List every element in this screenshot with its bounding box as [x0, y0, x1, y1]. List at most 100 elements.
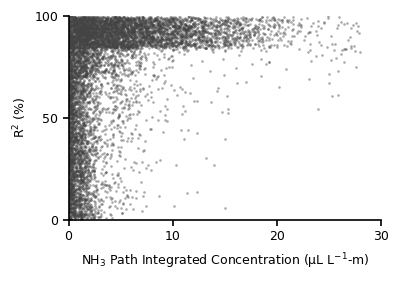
Point [67, 169, 73, 174]
Point [88, 75, 94, 80]
Point [133, 26, 140, 31]
Point [88, 41, 94, 45]
Point [189, 75, 196, 80]
Point [342, 47, 349, 51]
Point [76, 212, 82, 216]
Point [71, 125, 78, 129]
Point [74, 36, 81, 41]
Point [81, 28, 88, 32]
Point [124, 40, 130, 44]
Point [104, 39, 110, 44]
Point [159, 36, 166, 41]
Point [162, 41, 169, 45]
Point [68, 129, 74, 134]
Point [164, 34, 170, 38]
Point [80, 95, 86, 100]
Point [66, 152, 73, 157]
Point [120, 24, 127, 28]
Point [91, 15, 98, 19]
Point [66, 134, 72, 139]
Point [70, 208, 77, 212]
Point [90, 47, 97, 51]
Point [135, 24, 141, 28]
Point [112, 103, 118, 108]
Point [131, 16, 137, 20]
Point [73, 169, 79, 174]
Point [72, 16, 78, 21]
Point [122, 19, 128, 23]
Point [84, 35, 90, 39]
Point [74, 213, 80, 218]
Point [182, 41, 188, 45]
Point [78, 139, 84, 144]
Point [194, 17, 200, 22]
Point [82, 56, 89, 61]
Point [68, 22, 75, 27]
Point [98, 43, 105, 48]
Point [135, 93, 142, 98]
Point [132, 34, 138, 38]
Point [88, 48, 95, 53]
Point [162, 78, 168, 83]
Point [200, 28, 207, 32]
Point [92, 60, 98, 65]
Point [77, 52, 83, 56]
Point [74, 137, 81, 142]
Point [220, 20, 226, 25]
Point [74, 58, 81, 63]
Point [85, 43, 92, 47]
Point [143, 204, 149, 208]
Point [77, 190, 84, 195]
Point [147, 39, 153, 44]
Point [80, 50, 86, 54]
Point [72, 73, 78, 78]
Point [73, 169, 80, 173]
Point [96, 121, 102, 125]
Point [72, 110, 79, 114]
Point [78, 21, 84, 26]
Point [77, 60, 84, 65]
Point [143, 35, 149, 39]
Point [180, 45, 187, 49]
Point [101, 52, 107, 56]
Point [191, 42, 198, 47]
Point [110, 44, 117, 48]
Point [76, 197, 83, 201]
Point [78, 170, 85, 175]
Point [126, 33, 132, 37]
Point [110, 75, 117, 80]
Point [273, 31, 279, 36]
Point [159, 19, 165, 23]
Point [90, 45, 96, 50]
Point [67, 162, 73, 166]
Point [66, 80, 73, 84]
Point [70, 76, 76, 80]
Point [72, 102, 78, 107]
Point [272, 23, 278, 27]
Point [252, 23, 258, 27]
Point [111, 44, 118, 49]
Point [126, 34, 133, 39]
Point [140, 21, 147, 25]
Point [68, 95, 74, 99]
Point [202, 30, 209, 35]
Point [103, 170, 110, 175]
Point [67, 157, 74, 162]
Point [202, 16, 209, 20]
Point [75, 92, 81, 96]
Point [159, 25, 166, 29]
Point [146, 23, 153, 27]
Point [76, 142, 82, 146]
Point [81, 25, 88, 29]
Point [67, 20, 73, 24]
Point [83, 68, 89, 73]
Point [71, 44, 77, 48]
Point [141, 50, 147, 55]
Point [188, 33, 195, 37]
Point [68, 19, 75, 24]
Point [79, 213, 86, 218]
Point [96, 17, 102, 22]
Point [84, 155, 90, 159]
Point [121, 20, 128, 24]
Point [91, 216, 97, 220]
